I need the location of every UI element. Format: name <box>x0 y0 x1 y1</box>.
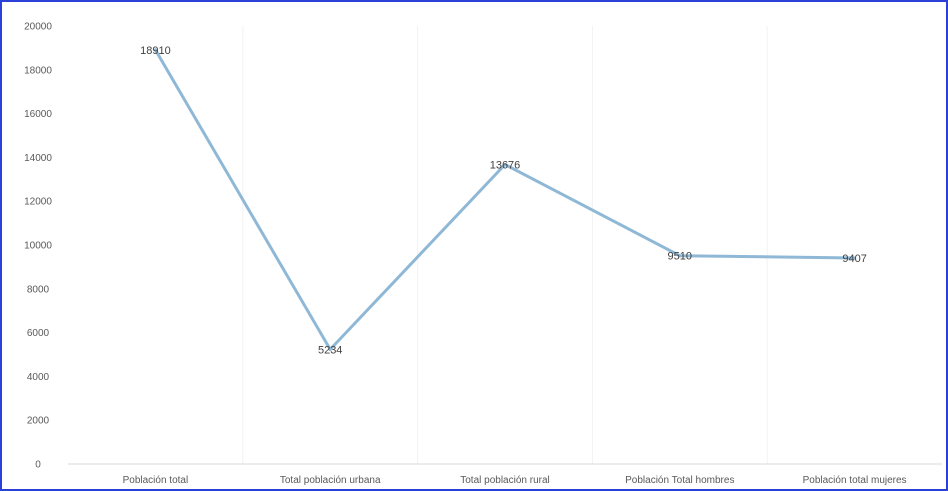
grid-lines <box>242 26 768 464</box>
x-category-label: Población total mujeres <box>803 475 907 486</box>
data-label: 18910 <box>140 45 171 57</box>
data-labels: 18910 5234 13676 9510 9407 <box>140 45 867 357</box>
data-point <box>853 256 857 260</box>
y-tick-label: 14000 <box>24 153 52 164</box>
y-tick-label: 18000 <box>24 65 52 76</box>
data-point <box>328 347 332 351</box>
data-point <box>503 162 507 166</box>
series-line-layer <box>153 48 857 351</box>
y-tick-label: 8000 <box>27 284 50 295</box>
y-tick-label: 20000 <box>24 22 52 33</box>
series-line <box>153 48 857 351</box>
data-point <box>153 48 157 52</box>
data-label: 9510 <box>668 251 692 263</box>
y-axis-tick-labels: 0 2000 4000 6000 8000 10000 12000 14000 16000 180… <box>24 22 52 471</box>
data-point <box>678 254 682 258</box>
data-label: 5234 <box>318 344 342 356</box>
data-label: 13676 <box>490 159 521 171</box>
y-tick-label: 16000 <box>24 109 52 120</box>
x-axis-category-labels: Población total Total población urbana Tot… <box>123 475 907 486</box>
y-tick-label: 12000 <box>24 197 52 208</box>
x-category-label: Población total <box>123 475 189 486</box>
x-category-label: Total población urbana <box>280 475 381 486</box>
y-tick-label: 0 <box>35 460 41 471</box>
x-category-label: Población Total hombres <box>625 475 734 486</box>
x-category-label: Total población rural <box>460 475 550 486</box>
y-tick-label: 10000 <box>24 241 52 252</box>
y-tick-label: 4000 <box>27 372 50 383</box>
y-tick-label: 2000 <box>27 416 50 427</box>
y-tick-label: 6000 <box>27 328 50 339</box>
data-label: 9407 <box>842 253 866 265</box>
